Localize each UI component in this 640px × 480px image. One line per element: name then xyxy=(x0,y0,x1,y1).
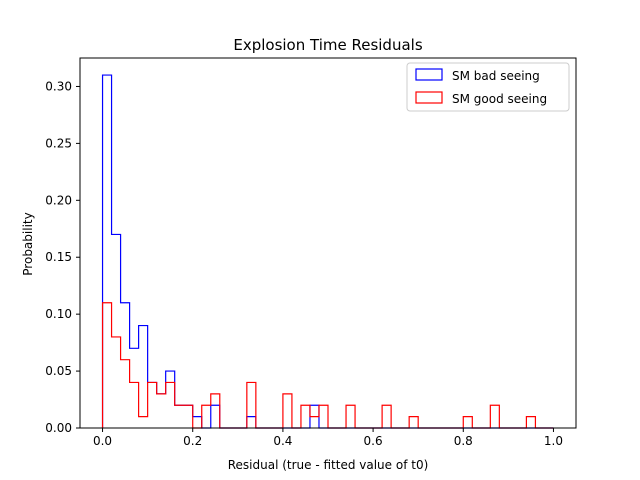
legend-label-good-seeing: SM good seeing xyxy=(452,92,547,106)
y-tick-label: 0.10 xyxy=(45,307,72,321)
chart-title: Explosion Time Residuals xyxy=(233,36,422,54)
y-axis-ticks: 0.00 0.05 0.10 0.15 0.20 0.25 0.30 xyxy=(45,79,80,435)
y-tick-label: 0.15 xyxy=(45,250,72,264)
legend-swatch-good-seeing xyxy=(415,91,443,104)
x-axis-ticks: 0.0 0.2 0.4 0.6 0.8 1.0 xyxy=(93,428,563,448)
legend: SM bad seeing SM good seeing xyxy=(406,62,570,112)
axes-frame xyxy=(79,57,577,429)
x-tick-label: 0.4 xyxy=(273,434,292,448)
x-tick-label: 0.0 xyxy=(93,434,112,448)
y-tick-label: 0.20 xyxy=(45,193,72,207)
plot-area: 0.0 0.2 0.4 0.6 0.8 1.0 0.000.050.100.150.200… xyxy=(45,57,577,448)
series-good-seeing-step xyxy=(101,302,554,429)
x-tick-label: 0.6 xyxy=(364,434,383,448)
x-tick-label: 0.2 xyxy=(183,434,202,448)
y-tick-label: 0.05 xyxy=(45,364,72,378)
x-tick-label: 0.8 xyxy=(454,434,473,448)
legend-label-bad-seeing: SM bad seeing xyxy=(452,69,540,83)
y-tick-label: 0.30 xyxy=(45,79,72,93)
x-tick-label: 1.0 xyxy=(544,434,563,448)
legend-frame xyxy=(406,62,570,112)
legend-swatch-bad-seeing xyxy=(415,68,443,81)
x-axis-label: Residual (true - fitted value of t0) xyxy=(228,458,429,472)
y-axis-label: Probability xyxy=(21,212,35,275)
y-tick-label: 0.00 xyxy=(45,421,72,435)
y-tick-label: 0.25 xyxy=(45,136,72,150)
